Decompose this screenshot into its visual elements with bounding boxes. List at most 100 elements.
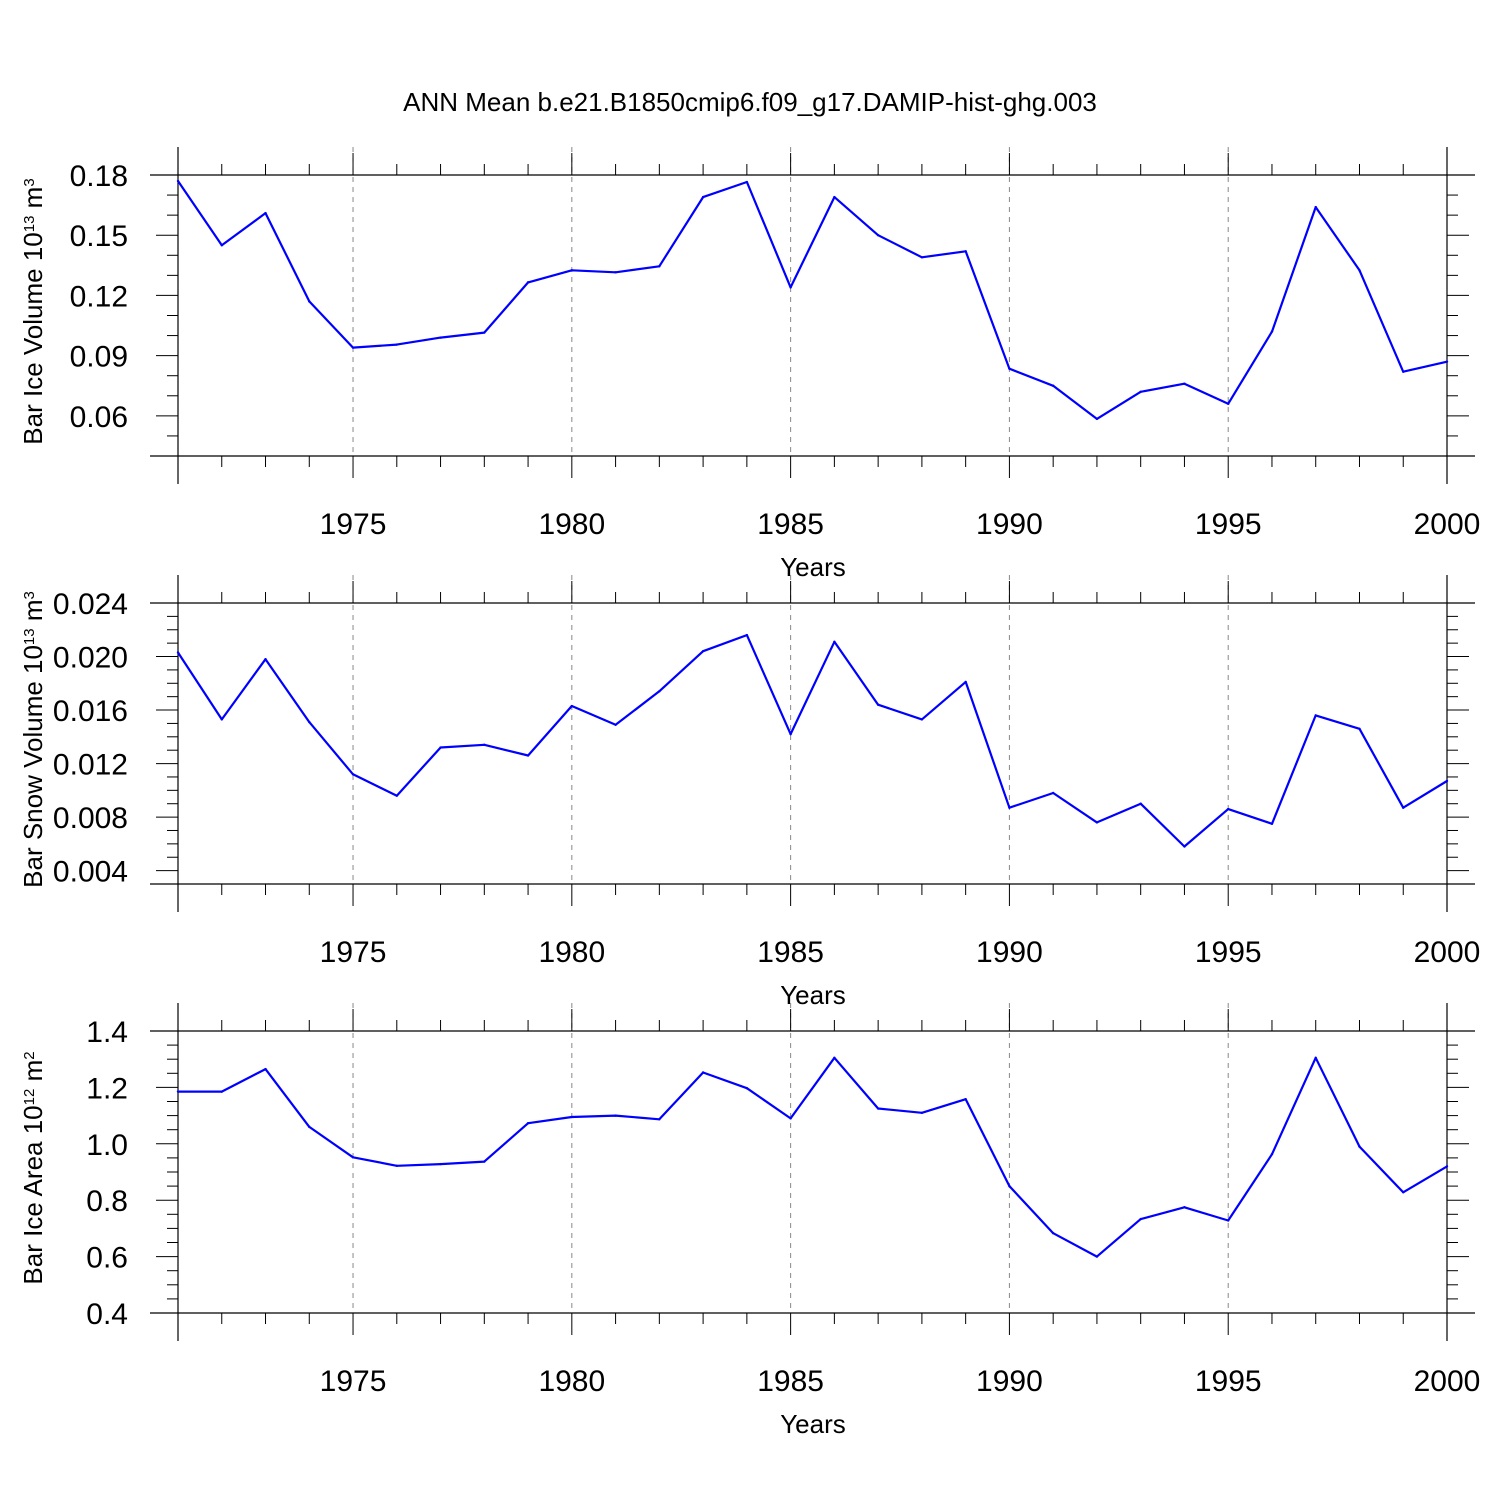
data-point — [1008, 1184, 1011, 1188]
data-point — [483, 331, 486, 334]
data-point — [1008, 806, 1011, 809]
data-point — [876, 1107, 880, 1110]
y-axis-title-part: m — [18, 599, 48, 628]
data-point — [526, 1122, 530, 1125]
data-point — [176, 651, 180, 654]
y-axis-title-part: Bar Ice Volume 10 — [18, 232, 48, 444]
y-axis-title: Bar Ice Volume 1013 m3 — [18, 178, 48, 444]
chart-panel-2: 0.004 0.008 0.012 0.016 0.020 0.024 1975 1980 19… — [18, 575, 1480, 1010]
data-point — [351, 346, 355, 349]
data-point — [1227, 402, 1230, 406]
chart-panels: 0.06 0.09 0.12 0.15 0.18 1975 1980 1985 1990 1995… — [18, 147, 1480, 1439]
data-point — [1314, 1056, 1317, 1059]
data-point — [1445, 1165, 1449, 1168]
data-point — [1139, 1217, 1142, 1221]
data-point — [176, 1090, 180, 1093]
data-point — [745, 1087, 749, 1090]
data-point — [833, 195, 836, 199]
y-tick-label: 0.020 — [53, 642, 128, 675]
data-point — [395, 1164, 398, 1167]
data-point — [1227, 807, 1230, 811]
x-tick-label: 1980 — [538, 936, 605, 969]
data-point — [1358, 1145, 1361, 1148]
y-axis-title-superscript: 2 — [21, 1051, 38, 1059]
data-point — [264, 658, 267, 661]
data-point — [1314, 714, 1317, 717]
x-tick-label: 1990 — [976, 936, 1043, 969]
data-point — [1270, 330, 1274, 333]
data-point — [351, 773, 355, 776]
y-tick-label: 1.4 — [86, 1016, 128, 1049]
x-tick-label: 1975 — [320, 508, 387, 541]
series-line — [177, 633, 1448, 848]
y-tick-label: 1.0 — [86, 1129, 128, 1162]
y-axis-title-part: m — [18, 1060, 48, 1089]
data-point — [876, 703, 880, 706]
x-tick-label: 1995 — [1195, 936, 1262, 969]
data-point — [1139, 802, 1142, 805]
data-point — [789, 1117, 792, 1120]
y-axis-title: Bar Snow Volume 1013 m3 — [18, 591, 48, 888]
data-point — [264, 1067, 267, 1071]
x-axis-title: Years — [780, 552, 846, 582]
data-point — [526, 281, 530, 284]
data-point — [439, 1162, 442, 1166]
data-point — [483, 743, 486, 747]
data-point — [1402, 1191, 1405, 1194]
figure-title: ANN Mean b.e21.B1850cmip6.f09_g17.DAMIP-… — [403, 87, 1097, 117]
data-point — [920, 718, 924, 721]
y-tick-label: 0.012 — [53, 749, 128, 782]
data-point — [1008, 367, 1011, 370]
data-point — [1183, 845, 1186, 848]
x-tick-label: 1990 — [976, 508, 1043, 541]
data-point — [789, 286, 792, 289]
data-point — [920, 256, 924, 259]
data-point — [1183, 382, 1186, 385]
data-point — [701, 1071, 705, 1074]
data-point — [745, 180, 749, 184]
x-axis-title: Years — [780, 1409, 846, 1439]
y-tick-label: 0.024 — [53, 588, 128, 621]
x-tick-label: 1995 — [1195, 1365, 1262, 1398]
data-point — [220, 244, 223, 247]
y-tick-label: 0.8 — [86, 1185, 128, 1218]
data-point — [1051, 791, 1055, 795]
data-point — [1402, 370, 1405, 373]
data-point — [483, 1160, 486, 1163]
data-point — [439, 746, 442, 749]
data-point — [1270, 822, 1274, 825]
data-point — [570, 1115, 574, 1119]
data-point — [876, 234, 880, 237]
data-point — [220, 1090, 223, 1093]
y-axis-title-superscript: 3 — [21, 591, 38, 599]
x-tick-label: 1985 — [757, 508, 824, 541]
y-tick-label: 0.12 — [70, 280, 128, 313]
y-tick-label: 0.18 — [70, 160, 128, 193]
data-point — [308, 300, 311, 303]
x-tick-label: 1995 — [1195, 508, 1262, 541]
y-tick-label: 0.4 — [86, 1298, 128, 1331]
data-point — [920, 1111, 924, 1114]
data-point — [658, 1118, 661, 1121]
y-axis-title-superscript: 3 — [21, 178, 38, 186]
y-axis-title-superscript: 13 — [21, 628, 38, 645]
data-point — [439, 336, 442, 339]
data-point — [964, 250, 967, 253]
x-tick-label: 1980 — [538, 1365, 605, 1398]
y-tick-label: 0.016 — [53, 695, 128, 728]
data-point — [1270, 1153, 1274, 1156]
y-tick-label: 0.09 — [70, 341, 128, 374]
series-line — [177, 180, 1448, 420]
data-point — [1095, 821, 1099, 824]
x-tick-label: 2000 — [1414, 936, 1481, 969]
chart-panel-3: 0.4 0.6 0.8 1.0 1.2 1.4 1975 1980 1985 1990 1995 20… — [18, 1003, 1480, 1439]
data-point — [526, 754, 530, 757]
x-tick-label: 1990 — [976, 1365, 1043, 1398]
data-point — [1402, 806, 1405, 809]
x-tick-label: 1980 — [538, 508, 605, 541]
data-point — [789, 732, 792, 736]
data-point — [1095, 417, 1099, 421]
data-point — [1183, 1206, 1186, 1209]
x-tick-label: 2000 — [1414, 1365, 1481, 1398]
y-axis-title-superscript: 12 — [21, 1089, 38, 1106]
